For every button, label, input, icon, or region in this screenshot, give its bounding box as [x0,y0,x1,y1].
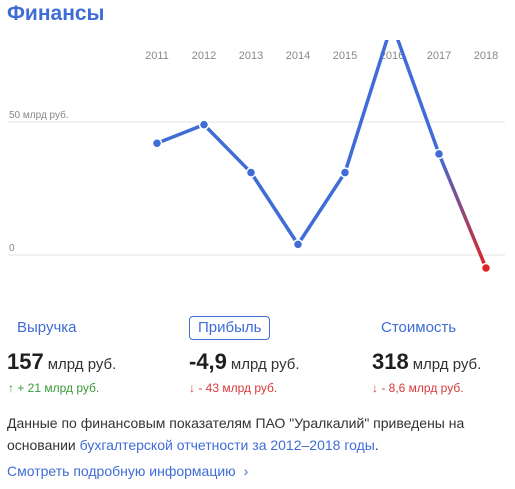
x-tick-label: 2012 [192,50,216,62]
value-delta: ↓ - 8,6 млрд руб. [372,381,464,395]
series-line-segment [343,40,389,175]
data-point[interactable] [151,138,163,149]
profit-delta: ↓ - 43 млрд руб. [189,381,278,395]
data-point[interactable] [245,167,257,178]
revenue-value: 157 [7,349,44,374]
x-tick-label: 2014 [286,50,310,62]
x-tick-label: 2015 [333,50,357,62]
series-line-segment [437,152,488,270]
x-tick-label: 2011 [145,50,169,62]
x-tick-label: 2016 [380,50,404,62]
profit-metric: -4,9 млрд руб. [189,349,300,375]
series-line-segment [155,122,206,146]
profit-line-chart: 50 млрд руб. 0 2011 2012 2013 2014 2015 2016 20… [8,40,505,274]
series-line-segment [249,170,300,247]
more-info-label: Смотреть подробную информацию [7,463,236,479]
x-tick-label: 2018 [474,50,498,62]
data-point[interactable] [480,262,492,274]
value-value: 318 [372,349,409,374]
profit-value: -4,9 [189,349,227,374]
series-line-segment [396,40,441,156]
x-tick-label: 2013 [239,50,263,62]
note-end: . [374,437,379,453]
data-point[interactable] [292,239,304,250]
series-line-segment [202,122,253,175]
tab-profit[interactable]: Прибыль [189,316,271,340]
x-tick-label: 2017 [427,50,451,62]
tab-value[interactable]: Стоимость [381,319,457,336]
y-tick-label: 50 млрд руб. [9,109,69,121]
y-tick-label: 0 [9,243,15,254]
data-point[interactable] [339,167,351,178]
report-link[interactable]: бухгалтерской отчетности за 2012–2018 го… [79,437,375,453]
revenue-metric: 157 млрд руб. [7,349,116,375]
more-info-link[interactable]: Смотреть подробную информацию › [7,463,248,479]
data-point[interactable] [433,148,445,160]
series-line-segment [296,170,347,247]
note-text: Данные по финансовым показателям ПАО "Ур… [7,415,465,453]
metric-tabs: Выручка Прибыль Стоимость [0,316,515,340]
revenue-delta: ↑ + 21 млрд руб. [8,381,100,395]
page-title: Финансы [7,2,105,25]
value-unit: млрд руб. [412,356,482,373]
data-point[interactable] [198,119,210,130]
revenue-unit: млрд руб. [47,356,117,373]
profit-unit: млрд руб. [230,356,300,373]
value-metric: 318 млрд руб. [372,349,481,375]
chevron-right-icon: › [243,463,249,479]
data-source-note: Данные по финансовым показателям ПАО "Ур… [7,412,507,456]
tab-revenue[interactable]: Выручка [17,319,77,336]
